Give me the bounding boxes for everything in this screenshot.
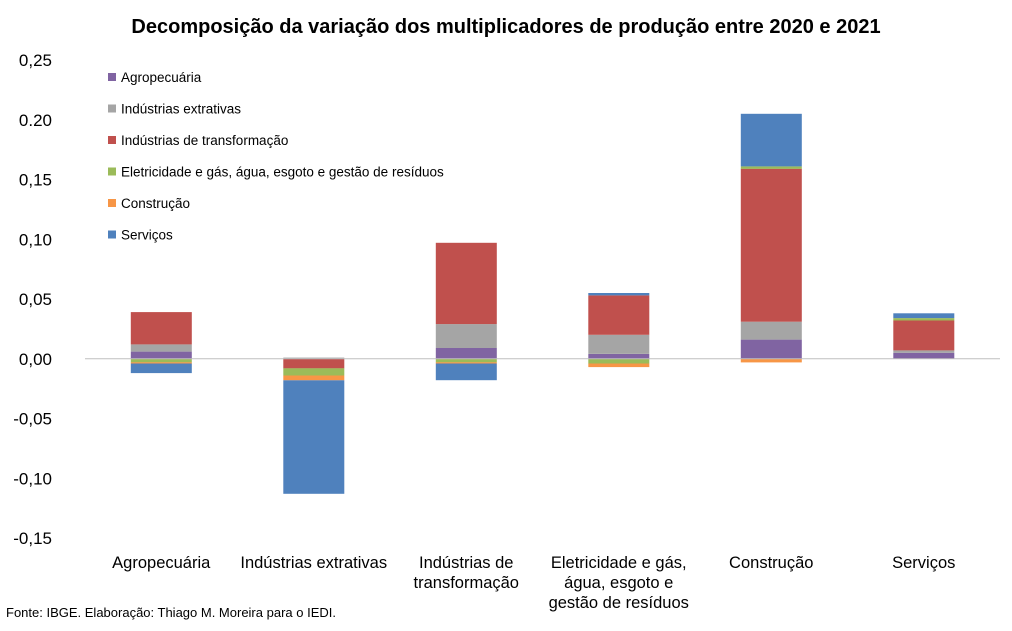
bar-segment [435, 324, 497, 348]
y-tick-label: 0,25 [19, 51, 52, 70]
bar-segment [588, 354, 650, 359]
legend-swatch [108, 199, 116, 207]
bar-segment [740, 321, 802, 340]
bar-segment [130, 312, 192, 345]
bar-segment [283, 358, 345, 369]
chart-title: Decomposição da variação dos multiplicad… [131, 16, 880, 38]
x-tick-label: Indústrias de [419, 554, 513, 572]
bar-segment [740, 166, 802, 169]
y-tick-label: 0,15 [19, 171, 52, 190]
bar-segment [130, 362, 192, 364]
bar-segment [283, 380, 345, 494]
bar-segment [893, 313, 955, 319]
x-tick-label: Eletricidade e gás, [551, 554, 687, 572]
legend-label: Indústrias extrativas [121, 102, 241, 117]
bar-segment [130, 363, 192, 374]
legend-swatch [108, 230, 116, 239]
bar-segment [435, 362, 497, 364]
bar-segment [893, 350, 955, 353]
x-tick-label: Serviços [892, 554, 955, 572]
bar-segment [435, 242, 497, 325]
bar-segment [740, 358, 802, 363]
y-tick-label: 0,10 [19, 230, 52, 249]
y-tick-label: -0,05 [13, 410, 52, 429]
legend: Agropecuária Indústrias extrativas Indústr… [108, 70, 444, 243]
bar-segment [588, 363, 650, 368]
bar-segment [283, 368, 345, 376]
bar-segment [435, 358, 497, 363]
bar-segment [130, 344, 192, 352]
x-tick-label: transformação [414, 574, 519, 592]
bar-segment [893, 352, 955, 359]
y-tick-label: 0,00 [19, 350, 52, 369]
x-tick-label: gestão de resíduos [549, 594, 689, 612]
legend-swatch [108, 73, 116, 81]
bar-segment [130, 351, 192, 359]
x-tick-label: Construção [729, 554, 813, 572]
legend-swatch [108, 104, 116, 113]
legend-label: Agropecuária [121, 70, 202, 85]
x-tick-label: água, esgoto e [564, 574, 673, 592]
x-tick-label: Agropecuária [112, 554, 211, 572]
legend-label: Construção [121, 196, 190, 211]
legend-label: Eletricidade e gás, água, esgoto e gestã… [121, 165, 444, 180]
bar-segment [588, 295, 650, 335]
bar-segment [130, 358, 192, 363]
bar-segment [588, 293, 650, 296]
legend-label: Indústrias de transformação [121, 133, 288, 148]
bar-segment [893, 320, 955, 351]
bar-segment [740, 113, 802, 167]
bar-segment [588, 358, 650, 364]
legend-swatch [108, 167, 116, 176]
y-tick-label: 0.20 [19, 111, 52, 130]
source-note: Fonte: IBGE. Elaboração: Thiago M. Morei… [6, 605, 336, 620]
bar-segment [893, 318, 955, 321]
legend-swatch [108, 136, 116, 144]
y-tick-label: -0,15 [13, 529, 52, 548]
y-tick-label: -0,10 [13, 469, 52, 488]
x-tick-label: Indústrias extrativas [240, 554, 387, 572]
y-axis: 0,25 0.20 0,15 0,10 0,05 0,00 -0,05 -0,10 -0,15 [13, 51, 52, 548]
bar-segment [435, 348, 497, 359]
legend-label: Serviços [121, 228, 173, 243]
bar-segment [588, 334, 650, 354]
bar-segment [283, 375, 345, 381]
bar-segment [740, 168, 802, 322]
bar-segment [435, 363, 497, 381]
y-tick-label: 0,05 [19, 290, 52, 309]
bar-segment [283, 357, 345, 359]
bars [130, 113, 955, 494]
x-axis: Agropecuária Indústrias extrativas Indústr… [112, 554, 955, 612]
bar-segment [740, 339, 802, 359]
